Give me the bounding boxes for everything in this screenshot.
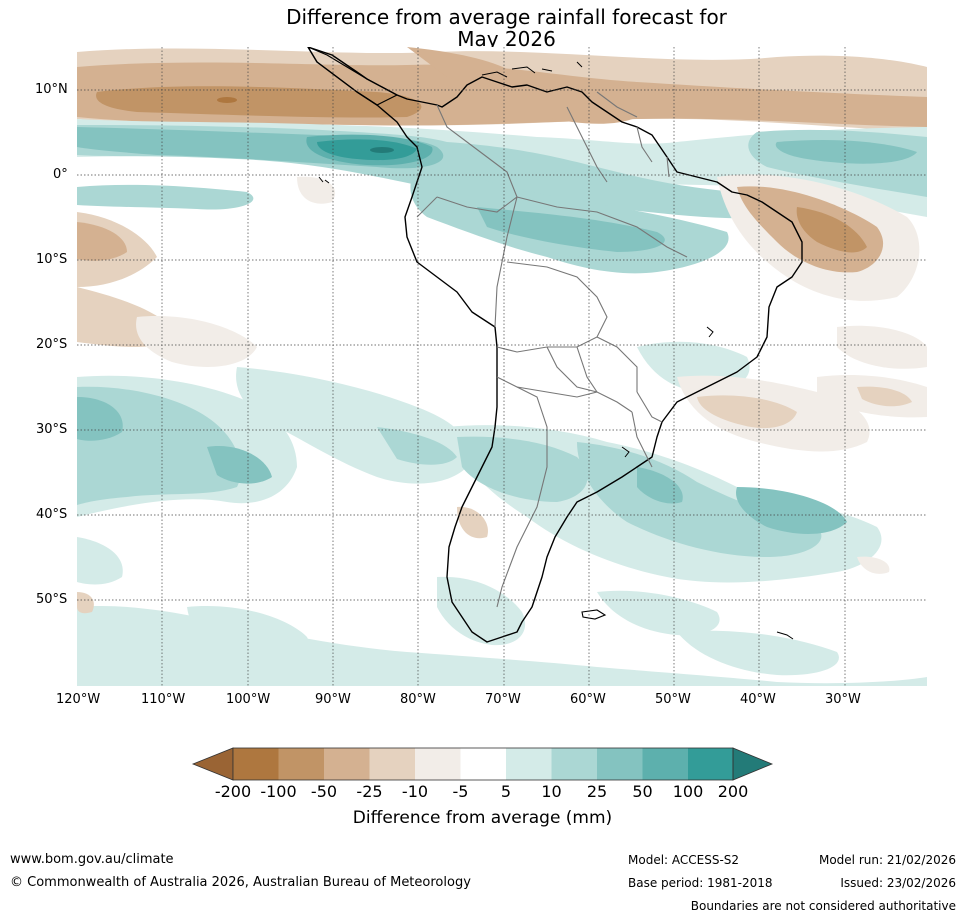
colorbar-swatch-100-200 — [688, 748, 733, 780]
south-georgia-island — [776, 631, 794, 640]
colorbar-label-neg50: -50 — [310, 782, 338, 801]
colorbar-label-50: 50 — [632, 782, 653, 801]
footer-base-period: Base period: 1981-2018 — [628, 876, 773, 890]
lat-label-20s: 20°S — [36, 337, 68, 352]
colorbar-label-neg10: -10 — [401, 782, 429, 801]
colorbar-swatch-5-5 — [460, 748, 506, 780]
lat-label-40s: 40°S — [36, 507, 68, 522]
lon-label-80w: 80°W — [400, 692, 436, 707]
lat-label-30s: 30°S — [36, 422, 68, 437]
falkland-islands — [581, 609, 607, 620]
lon-label-60w: 60°W — [570, 692, 606, 707]
dry-zone-south-atlantic — [677, 375, 927, 452]
colorbar-swatch-200-100 — [233, 748, 279, 780]
footer-model: Model: ACCESS-S2 — [628, 853, 740, 867]
footer-issued: Issued: 23/02/2026 — [840, 876, 956, 890]
colorbar-label-10: 10 — [541, 782, 562, 801]
colorbar-swatch-50-100 — [642, 748, 688, 780]
colorbar-title: Difference from average (mm) — [352, 808, 613, 828]
rainfall-anomaly-map — [77, 47, 927, 686]
colorbar-swatch-25-10 — [369, 748, 415, 780]
footer-model-run: Model run: 21/02/2026 — [818, 853, 956, 867]
lon-label-90w: 90°W — [315, 692, 351, 707]
lon-label-50w: 50°W — [655, 692, 691, 707]
wet-zone-southeast-pacific — [77, 367, 470, 517]
footer-copyright: © Commonwealth of Australia 2026, Austra… — [10, 875, 471, 890]
colorbar-label-neg5: -5 — [452, 782, 469, 801]
lake-marker-brazil — [706, 326, 714, 338]
coastline-south-america — [307, 47, 803, 643]
colorbar-swatch-lt-200 — [191, 747, 234, 781]
chart-title-line2: May 2026 — [457, 27, 556, 51]
dry-band-north — [77, 47, 927, 132]
lon-label-30w: 30°W — [825, 692, 861, 707]
colorbar-swatch-5-10 — [506, 748, 552, 780]
wet-zone-amazon — [77, 167, 729, 274]
lon-label-120w: 120°W — [56, 692, 101, 707]
colorbar-swatch-10-5 — [415, 748, 461, 780]
colorbar-swatch-50-25 — [324, 748, 370, 780]
colorbar — [191, 747, 774, 781]
colorbar-label-neg200: -200 — [214, 782, 252, 801]
footer-url: www.bom.gov.au/climate — [10, 852, 174, 867]
colorbar-label-5: 5 — [500, 782, 512, 801]
country-borders — [416, 91, 688, 608]
lat-label-10n: 10°N — [35, 82, 68, 97]
colorbar-label-100: 100 — [672, 782, 704, 801]
lake-marker-uruguay — [621, 446, 630, 458]
colorbar-label-neg100: -100 — [260, 782, 297, 801]
wet-zone-southern-ocean — [77, 506, 927, 686]
galapagos-islands — [318, 176, 330, 184]
lat-label-0: 0° — [53, 167, 68, 182]
dry-patches-east-pacific — [77, 176, 927, 369]
lon-label-100w: 100°W — [226, 692, 271, 707]
colorbar-swatch-gt-200 — [732, 747, 774, 781]
colorbar-swatch-10-25 — [551, 748, 597, 780]
coastline-central-america — [307, 47, 399, 106]
footer-disclaimer: Boundaries are not considered authoritat… — [690, 899, 956, 913]
lon-label-70w: 70°W — [485, 692, 521, 707]
lon-label-40w: 40°W — [740, 692, 776, 707]
colorbar-swatch-100-50 — [278, 748, 324, 780]
graticule — [77, 47, 927, 686]
lat-label-10s: 10°S — [36, 252, 68, 267]
colorbar-label-25: 25 — [586, 782, 608, 801]
colorbar-label-neg25: -25 — [356, 782, 383, 801]
chart-title-line1: Difference from average rainfall forecas… — [286, 5, 727, 29]
lat-label-50s: 50°S — [36, 592, 68, 607]
lon-label-110w: 110°W — [141, 692, 186, 707]
colorbar-label-200: 200 — [717, 782, 749, 801]
colorbar-frame — [232, 747, 734, 781]
colorbar-swatch-25-50 — [597, 748, 643, 780]
